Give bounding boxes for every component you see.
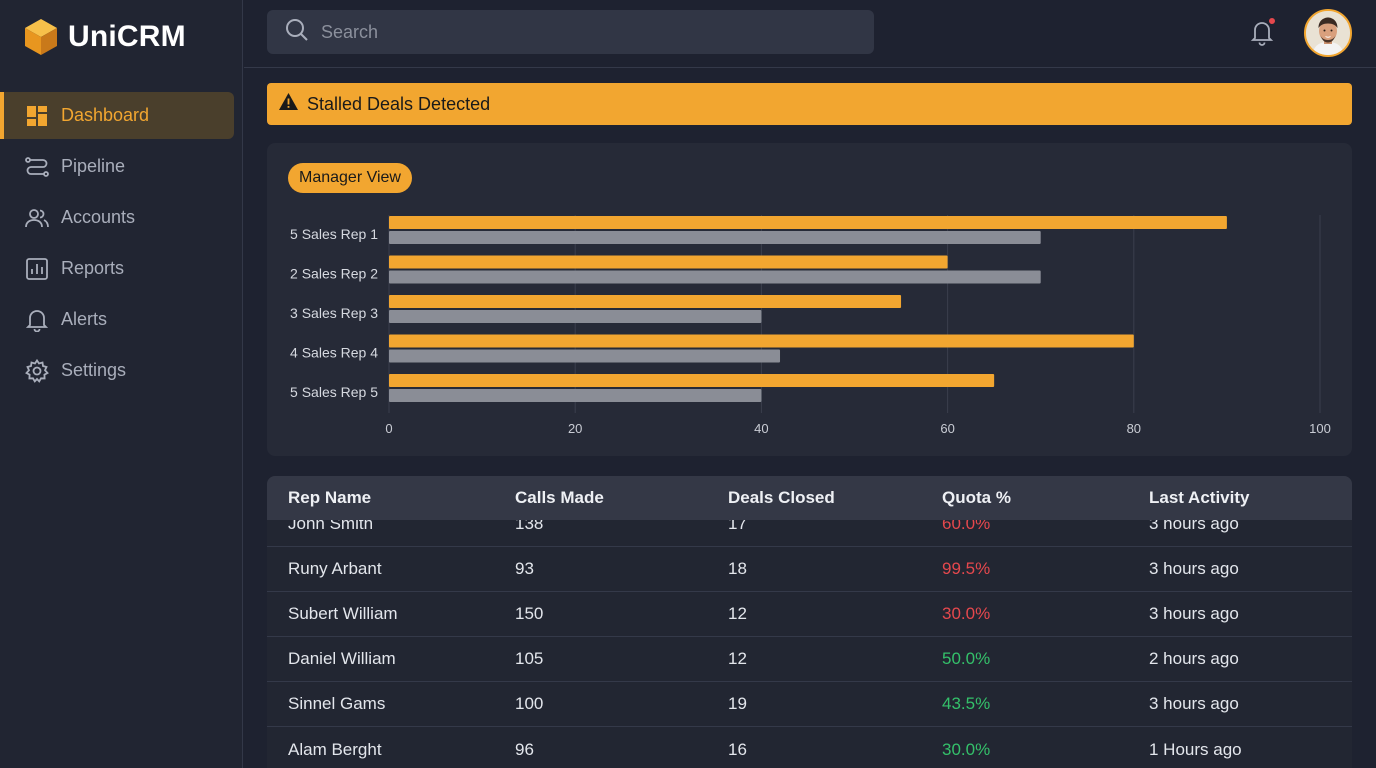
- cube-logo-icon: [25, 19, 57, 55]
- last-activity: 1 Hours ago: [1149, 739, 1242, 759]
- x-tick-label: 80: [1127, 421, 1141, 436]
- table-row[interactable]: Sinnel Gams 100 19 43.5% 3 hours ago: [267, 682, 1352, 727]
- alert-text: Stalled Deals Detected: [307, 93, 491, 114]
- y-category-label: 2 Sales Rep 2: [290, 266, 378, 282]
- bar: [389, 270, 1041, 284]
- notification-badge: [1269, 18, 1275, 24]
- calls-made: 105: [515, 649, 544, 668]
- sidebar-item-label: Settings: [61, 360, 127, 380]
- rep-name: Sinnel Gams: [288, 694, 386, 713]
- column-header-last-activity[interactable]: Last Activity: [1149, 488, 1250, 507]
- deals-closed: 18: [728, 559, 747, 578]
- sidebar-item-accounts[interactable]: Accounts: [0, 194, 234, 241]
- table-row[interactable]: Daniel William 105 12 50.0% 2 hours ago: [267, 637, 1352, 682]
- notifications-button[interactable]: [1250, 18, 1276, 48]
- x-tick-label: 100: [1309, 421, 1331, 436]
- bar: [389, 389, 762, 402]
- bell-icon: [1250, 22, 1274, 50]
- quota-percent: 30.0%: [942, 739, 991, 759]
- sidebar-item-settings[interactable]: Settings: [0, 347, 234, 394]
- bar: [389, 374, 995, 387]
- sidebar-item-dashboard[interactable]: Dashboard: [0, 92, 234, 139]
- table-row[interactable]: Subert William 150 12 30.0% 3 hours ago: [267, 592, 1352, 637]
- warning-icon: [278, 92, 299, 116]
- pipeline-icon: [24, 154, 50, 180]
- stalled-deals-alert[interactable]: Stalled Deals Detected: [267, 83, 1352, 125]
- y-category-label: 5 Sales Rep 5: [290, 384, 378, 400]
- reps-table: Rep Name Calls Made Deals Closed Quota %…: [267, 476, 1352, 768]
- last-activity: 2 hours ago: [1149, 649, 1239, 668]
- rep-performance-chart: 0 20 40 60 80 100 5 Sales Rep 1 2 Sales Rep 2 3 …: [290, 215, 1331, 436]
- deals-closed: 12: [728, 604, 747, 623]
- bar: [389, 349, 781, 363]
- x-tick-label: 40: [754, 421, 768, 436]
- top-header: [244, 0, 1376, 68]
- x-tick-label: 60: [940, 421, 954, 436]
- bar: [389, 231, 1041, 244]
- sidebar: UniCRM Dashboard Pipeline Accounts Repor…: [0, 0, 243, 768]
- calls-made: 100: [515, 694, 544, 713]
- app-name: UniCRM: [68, 20, 186, 53]
- dashboard-icon: [24, 103, 50, 129]
- column-header-quota[interactable]: Quota %: [942, 488, 1011, 507]
- y-category-label: 3 Sales Rep 3: [290, 305, 378, 321]
- column-header-rep-name[interactable]: Rep Name: [288, 488, 372, 507]
- sidebar-item-reports[interactable]: Reports: [0, 245, 234, 292]
- column-header-calls-made[interactable]: Calls Made: [515, 488, 604, 507]
- quota-percent: 30.0%: [942, 604, 991, 623]
- calls-made: 150: [515, 604, 544, 623]
- last-activity: 3 hours ago: [1149, 559, 1239, 578]
- bar: [389, 295, 902, 308]
- deals-closed: 19: [728, 694, 747, 713]
- search-input[interactable]: [321, 21, 861, 43]
- chart-icon: [24, 256, 50, 282]
- deals-closed: 12: [728, 649, 747, 668]
- calls-made: 96: [515, 739, 534, 759]
- rep-name: Runy Arbant: [288, 559, 382, 578]
- sidebar-item-label: Alerts: [61, 309, 108, 329]
- manager-chart-card: 0 20 40 60 80 100 5 Sales Rep 1 2 Sales Rep 2 3 …: [267, 143, 1352, 456]
- sidebar-item-alerts[interactable]: Alerts: [0, 296, 234, 343]
- table-header: Rep Name Calls Made Deals Closed Quota %…: [267, 476, 1352, 520]
- bar: [389, 334, 1134, 348]
- sidebar-item-label: Dashboard: [61, 105, 150, 125]
- sidebar-item-label: Pipeline: [61, 156, 126, 176]
- rep-name: Subert William: [288, 604, 398, 623]
- bell-icon: [24, 307, 50, 333]
- last-activity: 3 hours ago: [1149, 604, 1239, 623]
- users-icon: [24, 205, 50, 231]
- search-bar[interactable]: [267, 10, 874, 54]
- last-activity: 3 hours ago: [1149, 694, 1239, 713]
- y-category-label: 5 Sales Rep 1: [290, 226, 378, 242]
- rep-name: Alam Berght: [288, 739, 382, 759]
- deals-closed: 16: [728, 739, 747, 759]
- bar: [389, 216, 1227, 229]
- table-row[interactable]: Runy Arbant 93 18 99.5% 3 hours ago: [267, 547, 1352, 592]
- search-icon: [285, 18, 309, 47]
- bar: [389, 310, 762, 323]
- sidebar-nav: Dashboard Pipeline Accounts Reports Aler…: [0, 92, 243, 398]
- chip-label: Manager View: [299, 169, 401, 186]
- calls-made: 93: [515, 559, 534, 578]
- quota-percent: 43.5%: [942, 694, 991, 713]
- gear-icon: [24, 358, 50, 384]
- avatar[interactable]: [1304, 9, 1352, 57]
- table-row[interactable]: Alam Berght 96 16 30.0% 1 Hours ago: [267, 727, 1352, 768]
- sidebar-item-label: Accounts: [61, 207, 136, 227]
- x-tick-label: 0: [385, 421, 392, 436]
- x-tick-label: 20: [568, 421, 582, 436]
- quota-percent: 99.5%: [942, 559, 991, 578]
- quota-percent: 50.0%: [942, 649, 991, 668]
- bar: [389, 255, 948, 269]
- rep-name: Daniel William: [288, 649, 396, 668]
- y-category-label: 4 Sales Rep 4: [290, 345, 378, 361]
- manager-view-chip[interactable]: Manager View: [288, 163, 412, 193]
- sidebar-item-label: Reports: [61, 258, 125, 278]
- app-logo[interactable]: UniCRM: [24, 18, 186, 56]
- column-header-deals-closed[interactable]: Deals Closed: [728, 488, 835, 507]
- sidebar-item-pipeline[interactable]: Pipeline: [0, 143, 234, 190]
